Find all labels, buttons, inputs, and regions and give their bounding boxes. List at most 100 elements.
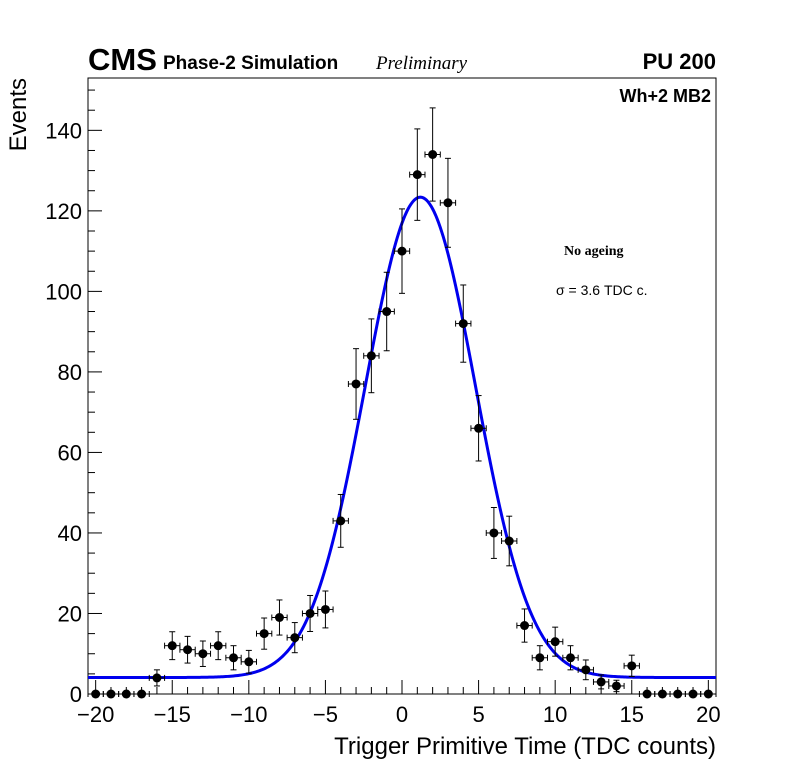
data-marker xyxy=(366,351,376,361)
data-marker xyxy=(351,379,361,389)
data-marker xyxy=(520,621,530,631)
x-tick-label: 0 xyxy=(396,702,408,727)
data-marker xyxy=(213,641,223,651)
data-marker xyxy=(106,689,116,699)
data-marker xyxy=(183,645,193,655)
data-point xyxy=(608,679,625,693)
data-marker xyxy=(259,629,269,639)
data-point xyxy=(332,493,349,548)
data-point xyxy=(133,689,150,699)
sigma-label: σ = 3.6 TDC c. xyxy=(556,282,648,298)
condition-label: No ageing xyxy=(564,244,624,259)
data-point xyxy=(347,348,365,420)
data-marker xyxy=(305,608,315,618)
data-point xyxy=(562,645,579,671)
data-marker xyxy=(137,689,147,699)
data-marker xyxy=(581,665,591,675)
data-point xyxy=(363,318,380,394)
data-marker xyxy=(596,677,606,687)
data-point xyxy=(301,594,319,632)
y-tick-label: 0 xyxy=(70,682,82,707)
data-point xyxy=(700,689,717,699)
data-marker xyxy=(198,649,208,659)
x-tick-label: 15 xyxy=(620,702,644,727)
data-marker xyxy=(504,536,514,546)
data-point xyxy=(240,649,257,674)
data-point xyxy=(317,590,334,629)
data-marker xyxy=(382,307,392,317)
data-point xyxy=(669,689,686,699)
data-point xyxy=(378,271,395,352)
x-tick-label: −10 xyxy=(230,702,267,727)
data-point xyxy=(164,631,181,661)
y-tick-label: 60 xyxy=(58,440,82,465)
data-marker xyxy=(320,604,330,614)
data-point xyxy=(516,608,533,643)
data-marker xyxy=(688,689,698,699)
experiment-label: CMS xyxy=(88,42,157,77)
x-tick-label: 5 xyxy=(472,702,484,727)
data-marker xyxy=(397,246,407,256)
data-marker xyxy=(703,689,713,699)
data-point xyxy=(393,208,411,294)
data-marker xyxy=(229,653,239,663)
data-marker xyxy=(458,319,468,329)
data-point xyxy=(470,395,487,462)
data-marker xyxy=(611,681,621,691)
y-axis-title: Events xyxy=(5,78,32,151)
data-marker xyxy=(121,689,131,699)
x-tick-label: 20 xyxy=(696,702,720,727)
data-marker xyxy=(657,689,667,699)
data-point xyxy=(255,617,273,650)
data-marker xyxy=(535,653,545,663)
data-point xyxy=(623,654,640,677)
simulation-label: Phase-2 Simulation xyxy=(163,53,338,74)
data-marker xyxy=(244,657,254,667)
data-marker xyxy=(565,653,575,663)
data-marker xyxy=(489,528,499,538)
data-marker xyxy=(290,633,300,643)
data-marker xyxy=(428,149,438,159)
data-point xyxy=(409,128,426,221)
data-marker xyxy=(474,423,484,433)
data-marker xyxy=(336,516,346,526)
y-tick-label: 80 xyxy=(58,360,82,385)
data-point xyxy=(271,599,288,636)
data-point xyxy=(210,631,227,661)
data-point xyxy=(225,645,242,671)
x-tick-label: −5 xyxy=(313,702,338,727)
data-point xyxy=(501,515,518,567)
data-marker xyxy=(91,689,101,699)
pileup-label: PU 200 xyxy=(643,49,716,74)
data-point xyxy=(577,659,594,681)
data-point xyxy=(547,626,564,657)
y-tick-label: 100 xyxy=(45,279,82,304)
data-marker xyxy=(642,689,652,699)
x-tick-label: 10 xyxy=(543,702,567,727)
y-tick-label: 140 xyxy=(45,118,82,143)
data-marker xyxy=(443,198,453,208)
y-tick-label: 40 xyxy=(58,521,82,546)
data-point xyxy=(684,689,702,699)
y-tick-label: 120 xyxy=(45,199,82,224)
data-marker xyxy=(627,661,637,671)
data-points-layer xyxy=(87,107,717,699)
data-point xyxy=(424,107,441,202)
data-point xyxy=(286,622,303,654)
x-axis-title: Trigger Primitive Time (TDC counts) xyxy=(334,733,716,760)
data-point xyxy=(439,157,457,248)
status-label: Preliminary xyxy=(375,53,468,74)
data-point xyxy=(148,669,166,687)
data-marker xyxy=(550,637,560,647)
y-tick-label: 20 xyxy=(58,601,82,626)
data-point xyxy=(194,640,212,667)
data-marker xyxy=(673,689,683,699)
x-tick-label: −15 xyxy=(154,702,191,727)
data-point xyxy=(531,645,549,671)
data-marker xyxy=(412,170,422,180)
x-tick-label: −20 xyxy=(77,702,114,727)
chamber-label: Wh+2 MB2 xyxy=(619,86,711,106)
